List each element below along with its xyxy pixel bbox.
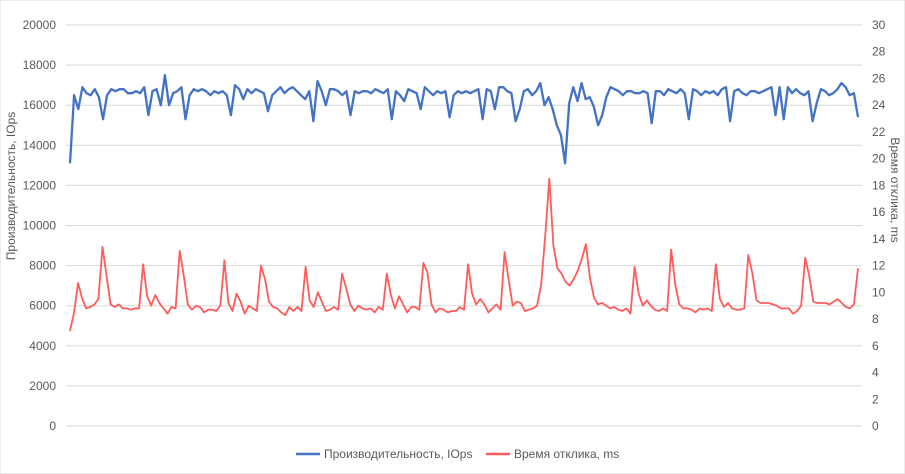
legend-label-latency: Время отклика, ms bbox=[514, 447, 619, 461]
right-tick-label: 4 bbox=[872, 366, 879, 380]
left-tick-label: 0 bbox=[49, 419, 56, 433]
left-tick-label: 20000 bbox=[23, 18, 57, 32]
right-tick-label: 18 bbox=[872, 178, 886, 192]
series-line-iops bbox=[68, 73, 860, 165]
left-tick-label: 10000 bbox=[23, 219, 57, 233]
left-tick-label: 14000 bbox=[23, 138, 57, 152]
left-tick-label: 4000 bbox=[29, 339, 56, 353]
left-axis-ticks: 0 2000 4000 6000 8000 10000 12000 14000 16000 180… bbox=[23, 18, 57, 433]
right-tick-label: 8 bbox=[872, 312, 879, 326]
gridlines bbox=[66, 24, 862, 427]
legend-label-iops: Производительность, IOps bbox=[324, 447, 472, 461]
right-tick-label: 28 bbox=[872, 45, 886, 59]
right-tick-label: 6 bbox=[872, 339, 879, 353]
right-tick-label: 24 bbox=[872, 98, 886, 112]
right-tick-label: 22 bbox=[872, 125, 886, 139]
right-tick-label: 30 bbox=[872, 18, 886, 32]
right-tick-label: 0 bbox=[872, 419, 879, 433]
left-tick-label: 2000 bbox=[29, 379, 56, 393]
series-line-latency bbox=[69, 177, 859, 332]
right-tick-label: 20 bbox=[872, 152, 886, 166]
right-tick-label: 26 bbox=[872, 71, 886, 85]
left-tick-label: 6000 bbox=[29, 299, 56, 313]
left-axis-title: Производительность, IOps bbox=[4, 112, 18, 260]
left-tick-label: 16000 bbox=[23, 98, 57, 112]
right-tick-label: 12 bbox=[872, 259, 886, 273]
right-axis-title: Время отклика, ms bbox=[888, 137, 902, 242]
left-tick-label: 8000 bbox=[29, 259, 56, 273]
left-tick-label: 12000 bbox=[23, 178, 57, 192]
right-tick-label: 10 bbox=[872, 285, 886, 299]
left-tick-label: 18000 bbox=[23, 58, 57, 72]
right-tick-label: 14 bbox=[872, 232, 886, 246]
right-tick-label: 2 bbox=[872, 392, 879, 406]
legend: Производительность, IOps Время отклика, … bbox=[296, 447, 619, 461]
right-tick-label: 16 bbox=[872, 205, 886, 219]
series-layer bbox=[68, 73, 860, 332]
